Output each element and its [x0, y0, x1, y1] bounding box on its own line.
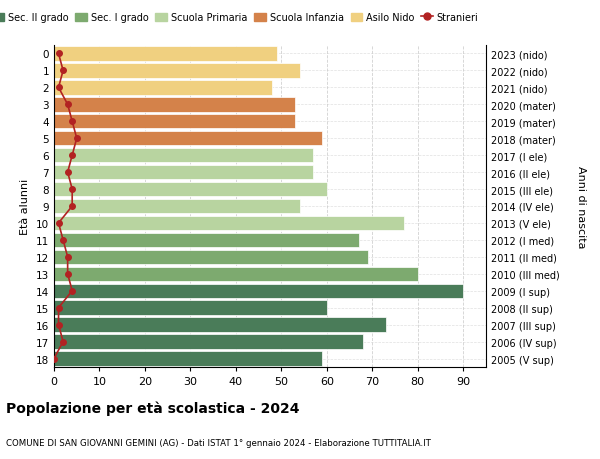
Bar — [54, 98, 295, 112]
Bar — [54, 233, 359, 247]
Text: Popolazione per età scolastica - 2024: Popolazione per età scolastica - 2024 — [6, 401, 299, 415]
Bar — [54, 216, 404, 230]
Bar — [54, 352, 322, 366]
Bar — [54, 199, 299, 214]
Bar — [54, 182, 327, 197]
Bar — [54, 301, 327, 315]
Bar — [54, 81, 272, 95]
Y-axis label: Età alunni: Età alunni — [20, 179, 31, 235]
Bar — [54, 267, 418, 281]
Bar — [54, 250, 368, 264]
Y-axis label: Anni di nascita: Anni di nascita — [576, 165, 586, 248]
Bar — [54, 166, 313, 180]
Bar — [54, 132, 322, 146]
Bar — [54, 149, 313, 163]
Bar — [54, 115, 295, 129]
Bar — [54, 335, 363, 349]
Bar — [54, 318, 386, 332]
Bar — [54, 64, 299, 78]
Legend: Sec. II grado, Sec. I grado, Scuola Primaria, Scuola Infanzia, Asilo Nido, Stran: Sec. II grado, Sec. I grado, Scuola Prim… — [0, 9, 482, 27]
Text: COMUNE DI SAN GIOVANNI GEMINI (AG) - Dati ISTAT 1° gennaio 2024 - Elaborazione T: COMUNE DI SAN GIOVANNI GEMINI (AG) - Dat… — [6, 438, 431, 448]
Bar — [54, 284, 463, 298]
Bar — [54, 47, 277, 62]
